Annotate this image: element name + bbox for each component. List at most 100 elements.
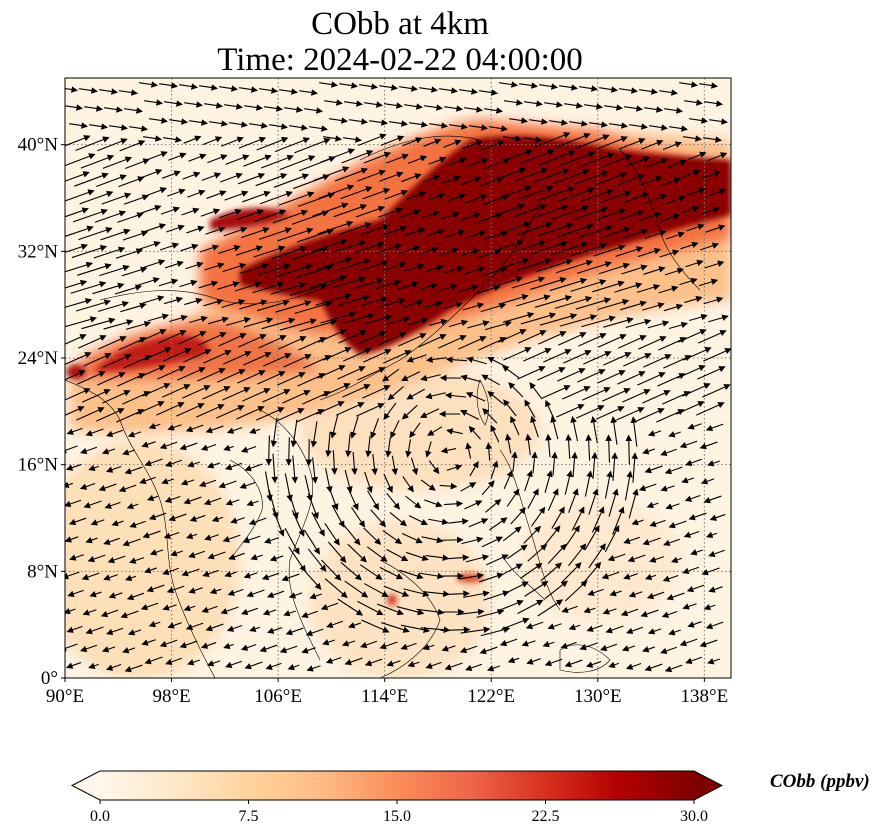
wind-arrow [129,520,146,528]
wind-arrow [65,370,86,381]
wind-arrow [198,280,219,289]
wind-arrow [461,536,484,545]
wind-arrow [402,476,414,493]
wind-arrow [524,581,549,597]
wind-arrow [342,312,375,325]
wind-arrow [446,193,466,202]
wind-arrow [197,368,226,382]
wind-arrow [682,603,697,610]
x-axis-ticks: 90°E 98°E 106°E 114°E 122°E 130°E 138°E [46,678,728,707]
wind-arrow [97,300,129,312]
wind-arrow [361,619,390,633]
wind-arrow [244,104,263,111]
wind-arrow [575,134,610,150]
wind-arrow [623,192,650,203]
wind-arrow [220,606,239,615]
wind-arrow [122,391,151,405]
wind-arrow [464,106,483,113]
wind-arrow [659,249,680,258]
wind-arrow [703,495,722,504]
wind-arrow [418,334,447,348]
wind-arrow [448,518,469,525]
wind-arrow [65,207,89,218]
wind-arrow [562,386,591,400]
wind-arrow [162,384,191,398]
wind-arrow [460,212,481,221]
wind-arrow [103,537,120,545]
wind-arrow [703,603,716,611]
wind-arrow [460,482,477,492]
wind-arrow [641,139,664,150]
wind-arrow [663,538,680,547]
wind-arrow [389,511,407,527]
wind-arrow [165,459,182,468]
wind-arrow [624,105,643,112]
wind-arrow [343,348,372,362]
wind-arrow [99,264,130,277]
wind-arrow [125,158,150,169]
wind-arrow [344,469,353,494]
wind-arrow [283,610,296,617]
wind-arrow [124,574,137,582]
wind-arrow [358,296,388,307]
wind-arrow [649,556,665,563]
wind-arrow [254,209,287,222]
wind-arrow [189,514,206,522]
wind-arrow [400,642,417,650]
wind-arrow [182,171,201,180]
y-axis-ticks: 0° 8°N 16°N 24°N 32°N 40°N [18,135,65,689]
wind-arrow [553,169,590,185]
wind-arrow [249,122,268,129]
wind-arrow [668,520,687,529]
wind-arrow [419,282,438,291]
wind-arrow [419,86,438,93]
x-tick-label: 98°E [152,686,190,707]
wind-arrow [698,278,719,287]
wind-arrow [246,589,265,598]
wind-arrow [297,373,326,387]
wind-arrow [702,384,731,398]
wind-arrow [75,136,110,151]
wind-arrow [485,442,493,461]
wind-arrow [625,434,633,465]
wind-arrow [358,133,387,146]
wind-arrow [109,124,128,131]
wind-arrow [275,300,312,313]
wind-arrow [120,610,139,619]
wind-arrow [380,135,405,146]
wind-arrow [299,319,338,332]
wind-arrow [277,227,314,242]
wind-arrow [469,124,488,131]
wind-arrow [389,120,408,127]
wind-arrow [343,136,362,143]
wind-arrow [320,602,339,611]
wind-arrow [270,282,307,295]
wind-arrow [347,488,359,511]
wind-arrow [685,656,702,665]
wind-arrow [219,172,243,183]
wind-arrow [511,276,546,289]
wind-arrow [205,226,226,235]
wind-arrow [382,368,400,382]
wind-arrow [625,663,642,670]
wind-arrow [679,440,698,449]
wind-arrow [360,564,383,580]
wind-arrow [338,330,367,344]
wind-arrow [544,658,563,667]
wind-arrow [202,569,219,577]
wind-arrow [283,354,312,368]
wind-arrow [469,461,479,477]
wind-arrow [547,623,562,630]
wind-arrow [223,444,234,451]
wind-arrow [312,202,349,217]
wind-arrow [205,623,224,632]
wind-arrow [628,591,643,598]
wind-arrow [148,620,161,628]
wind-arrow [222,534,241,543]
wind-arrow [305,439,313,466]
wind-arrow [699,82,718,89]
wind-arrow [646,501,659,509]
coastline-new-guinea [559,644,611,673]
wind-arrow [616,210,645,222]
coastline-vietnam [259,409,321,661]
